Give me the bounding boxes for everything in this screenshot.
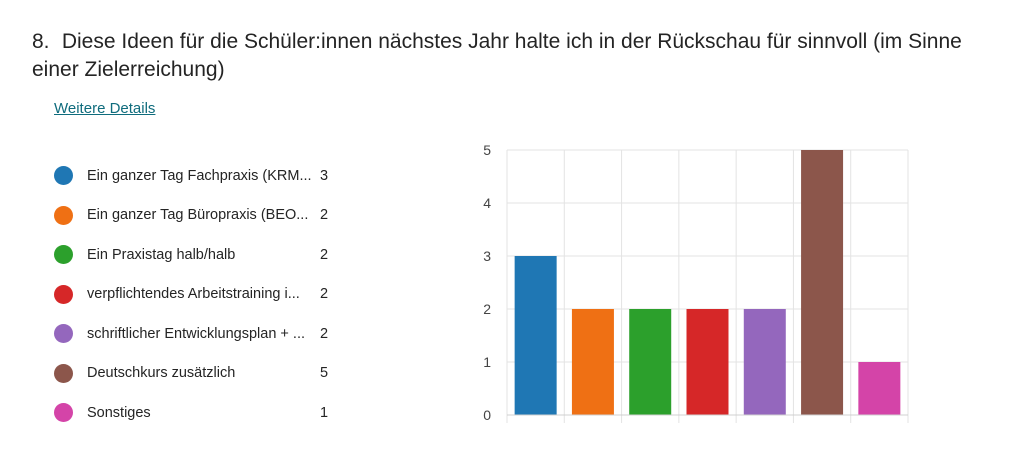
legend-item: verpflichtendes Arbeitstraining i... 2 bbox=[54, 275, 344, 315]
bar bbox=[629, 309, 672, 415]
legend-count: 1 bbox=[320, 404, 329, 421]
legend-item: Ein Praxistag halb/halb 2 bbox=[54, 235, 344, 275]
bar bbox=[858, 362, 901, 415]
legend-count: 3 bbox=[320, 167, 329, 184]
legend-label: Ein Praxistag halb/halb bbox=[87, 246, 236, 263]
legend-count: 2 bbox=[320, 246, 329, 263]
legend-color-dot bbox=[54, 363, 73, 383]
y-tick-label: 0 bbox=[483, 407, 491, 423]
y-tick-label: 2 bbox=[483, 301, 491, 317]
bar bbox=[686, 309, 729, 415]
bar bbox=[801, 150, 844, 415]
y-tick-label: 4 bbox=[483, 195, 491, 211]
legend-label: verpflichtendes Arbeitstraining i... bbox=[87, 286, 300, 303]
question-text: Diese Ideen für die Schüler:innen nächst… bbox=[32, 30, 962, 81]
legend-label: Ein ganzer Tag Fachpraxis (KRM... bbox=[87, 167, 312, 184]
legend-label: Sonstiges bbox=[87, 404, 151, 421]
bar bbox=[743, 309, 786, 415]
legend-count: 5 bbox=[320, 365, 329, 382]
chart-legend: Ein ganzer Tag Fachpraxis (KRM... 3 Ein ga… bbox=[54, 156, 344, 433]
legend-color-dot bbox=[54, 245, 73, 265]
question-title: 8. Diese Ideen für die Schüler:innen näc… bbox=[32, 28, 992, 84]
legend-color-dot bbox=[54, 403, 73, 423]
legend-item: Ein ganzer Tag Büropraxis (BEO... 2 bbox=[54, 196, 344, 236]
legend-label: schriftlicher Entwicklungsplan + ... bbox=[87, 325, 305, 342]
legend-item: Ein ganzer Tag Fachpraxis (KRM... 3 bbox=[54, 156, 344, 196]
legend-color-dot bbox=[54, 324, 73, 344]
legend-item: schriftlicher Entwicklungsplan + ... 2 bbox=[54, 314, 344, 354]
legend-label: Deutschkurs zusätzlich bbox=[87, 365, 236, 382]
legend-color-dot bbox=[54, 166, 73, 186]
legend-count: 2 bbox=[320, 286, 329, 303]
legend-count: 2 bbox=[320, 325, 329, 342]
legend-count: 2 bbox=[320, 207, 329, 224]
legend-label: Ein ganzer Tag Büropraxis (BEO... bbox=[87, 207, 309, 224]
y-tick-label: 3 bbox=[483, 248, 491, 264]
legend-color-dot bbox=[54, 284, 73, 304]
legend-item: Sonstiges 1 bbox=[54, 393, 344, 433]
bar bbox=[571, 309, 614, 415]
y-tick-label: 5 bbox=[483, 142, 491, 158]
legend-color-dot bbox=[54, 205, 73, 225]
legend-item: Deutschkurs zusätzlich 5 bbox=[54, 354, 344, 394]
bar-chart: 0 1 2 3 4 5 bbox=[483, 142, 909, 423]
bar bbox=[514, 256, 557, 415]
more-details-link[interactable]: Weitere Details bbox=[54, 100, 156, 117]
y-tick-label: 1 bbox=[483, 354, 491, 370]
question-number: 8. bbox=[32, 30, 50, 53]
